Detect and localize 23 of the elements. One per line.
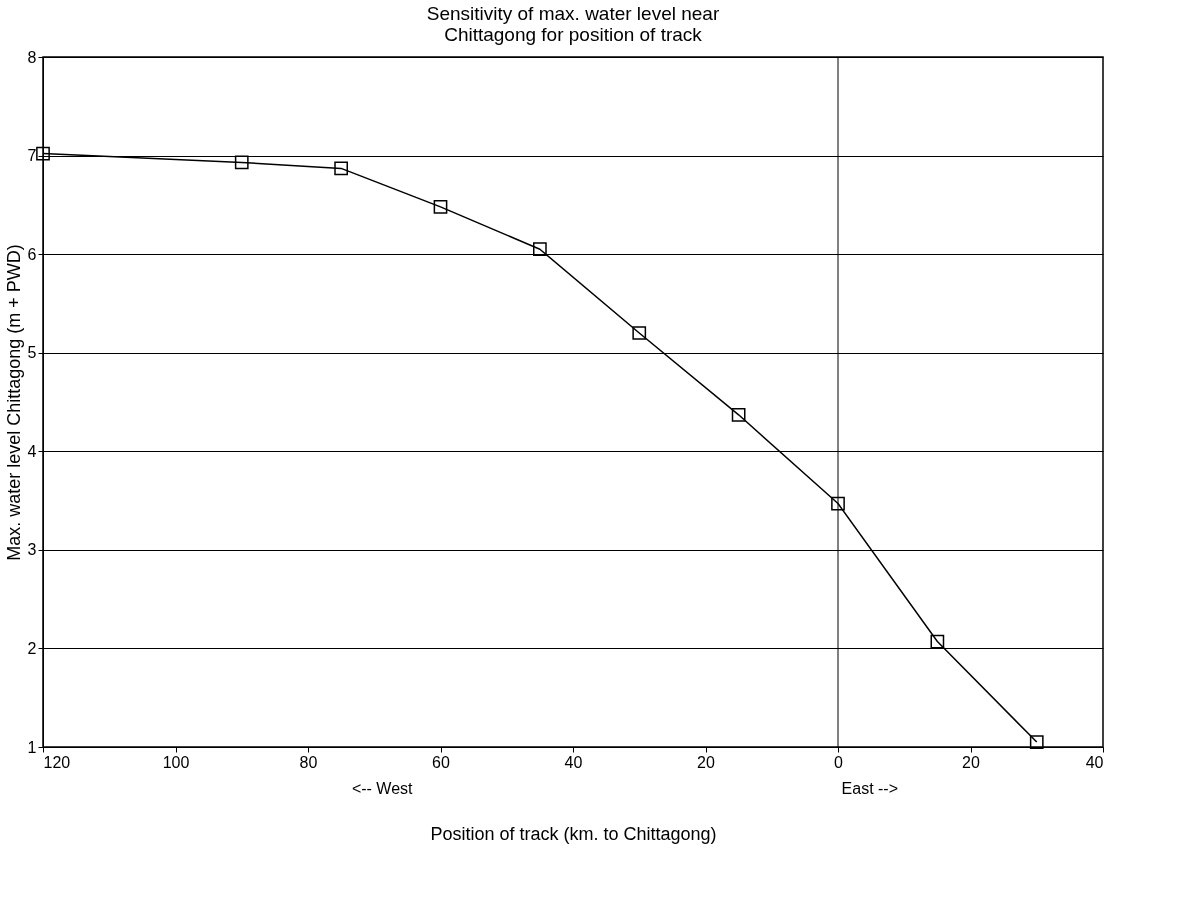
text: Sensitivity of max. water level near [426, 3, 720, 24]
x-tick-label: 120 [43, 753, 71, 771]
x-tick-label: 20 [697, 753, 715, 771]
x-tick-label: 20 [962, 753, 980, 771]
x-axis-title: Position of track (km. to Chittagong) [430, 823, 717, 844]
y-tick-label: 3 [27, 541, 37, 559]
text: East --> [841, 780, 899, 797]
y-tick-label: 6 [27, 245, 37, 263]
text: <-- West [351, 780, 414, 797]
y-tick-label: 1 [27, 738, 37, 756]
x-tick-label: 80 [299, 753, 318, 771]
y-tick-label: 4 [27, 442, 37, 460]
y-tick-label: 7 [27, 147, 37, 165]
x-tick-label: 40 [1085, 753, 1104, 771]
y-tick-label: 5 [27, 344, 37, 362]
x-tick-label: 60 [432, 753, 450, 771]
x-tick-label: 0 [834, 753, 844, 771]
y-tick-label: 2 [27, 639, 37, 657]
x-tick-label: 40 [564, 753, 583, 771]
text: Chittagong for position of track [444, 24, 702, 45]
y-tick-label: 8 [27, 48, 37, 66]
y-axis-title: Max. water level Chittagong (m + PWD) [3, 244, 24, 561]
x-tick-label: 100 [162, 753, 190, 771]
